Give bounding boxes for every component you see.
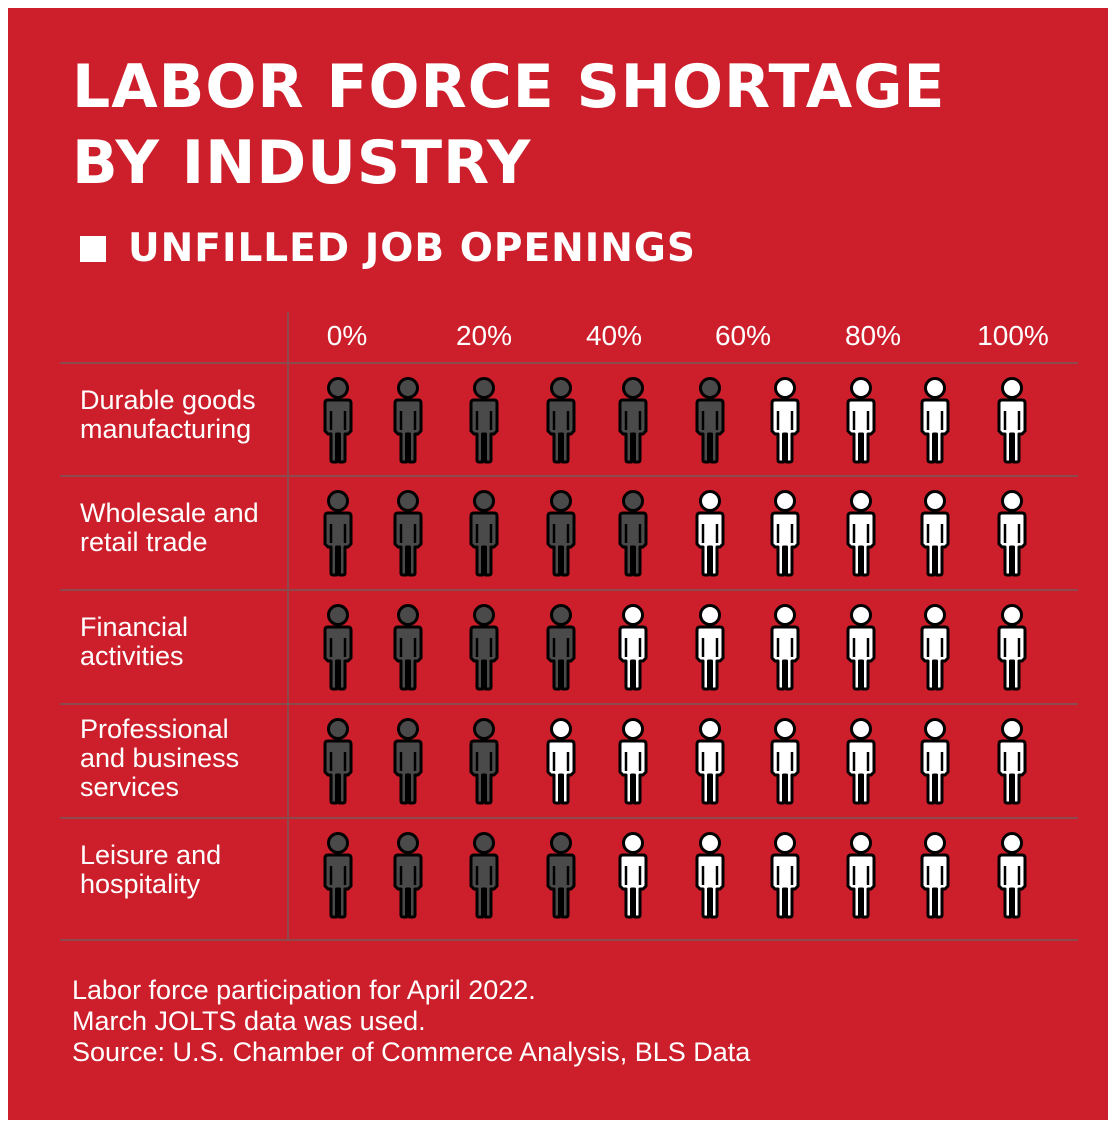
footnote-line: Source: U.S. Chamber of Commerce Analysi… xyxy=(72,1037,751,1067)
person-icon xyxy=(920,604,950,691)
person-icon xyxy=(695,832,725,919)
person-icon xyxy=(770,832,800,919)
footnote-line: Labor force participation for April 2022… xyxy=(72,975,536,1005)
person-icon xyxy=(323,490,353,577)
person-icon xyxy=(770,718,800,805)
x-tick-label: 20% xyxy=(456,320,512,351)
legend: UNFILLED JOB OPENINGS xyxy=(80,226,696,271)
category-label-line: and business xyxy=(80,743,239,773)
x-tick-label: 40% xyxy=(586,320,642,351)
category-label: Leisure and hospitality xyxy=(80,840,221,899)
category-label-line: Wholesale and xyxy=(80,498,259,528)
person-icon xyxy=(770,490,800,577)
person-icon xyxy=(920,377,950,464)
person-icon xyxy=(393,490,423,577)
person-icon xyxy=(546,718,576,805)
chart-title: LABOR FORCE SHORTAGE BY INDUSTRY xyxy=(72,50,945,201)
person-icon xyxy=(846,490,876,577)
person-icon xyxy=(393,604,423,691)
person-icon xyxy=(920,718,950,805)
person-icon xyxy=(920,832,950,919)
footnote: Labor force participation for April 2022… xyxy=(72,975,750,1068)
person-icon xyxy=(770,604,800,691)
footnote-line: March JOLTS data was used. xyxy=(72,1006,426,1036)
person-icon xyxy=(469,718,499,805)
person-icon xyxy=(546,832,576,919)
person-icon xyxy=(323,377,353,464)
category-row: Durable goods manufacturing xyxy=(80,377,1027,464)
category-row: Professional and business services xyxy=(80,714,1027,805)
category-label-line: activities xyxy=(80,641,184,671)
person-icon xyxy=(997,490,1027,577)
x-tick-label: 0% xyxy=(327,320,367,351)
person-icon xyxy=(469,604,499,691)
category-row: Financial activities xyxy=(80,604,1027,691)
person-icon xyxy=(846,377,876,464)
category-label-line: Durable goods xyxy=(80,385,256,415)
person-icon xyxy=(393,718,423,805)
person-icon xyxy=(323,604,353,691)
person-icon xyxy=(997,604,1027,691)
x-tick-label: 60% xyxy=(715,320,771,351)
legend-swatch xyxy=(80,235,106,262)
category-label-line: Financial xyxy=(80,612,188,642)
person-icon xyxy=(846,718,876,805)
person-icon xyxy=(997,832,1027,919)
person-icon xyxy=(695,377,725,464)
category-label-line: hospitality xyxy=(80,869,201,899)
person-icon xyxy=(469,377,499,464)
person-icon xyxy=(618,377,648,464)
person-icon xyxy=(469,832,499,919)
person-icon xyxy=(770,377,800,464)
person-icon xyxy=(695,490,725,577)
category-label-line: retail trade xyxy=(80,527,208,557)
person-icon xyxy=(323,832,353,919)
person-icon xyxy=(323,718,353,805)
person-icon xyxy=(546,490,576,577)
category-label-line: services xyxy=(80,772,179,802)
person-icon xyxy=(618,604,648,691)
category-label: Wholesale and retail trade xyxy=(80,498,259,557)
person-icon xyxy=(846,604,876,691)
person-icon xyxy=(546,604,576,691)
person-icon xyxy=(846,832,876,919)
person-icon xyxy=(469,490,499,577)
x-tick-label: 80% xyxy=(845,320,901,351)
category-label-line: manufacturing xyxy=(80,414,251,444)
person-icon xyxy=(618,832,648,919)
person-icon xyxy=(997,377,1027,464)
category-label-line: Professional xyxy=(80,714,229,744)
person-icon xyxy=(546,377,576,464)
person-icon xyxy=(695,604,725,691)
category-row: Leisure and hospitality xyxy=(80,832,1027,919)
category-label: Durable goods manufacturing xyxy=(80,385,256,444)
person-icon xyxy=(695,718,725,805)
category-label: Professional and business services xyxy=(80,714,239,802)
category-row: Wholesale and retail trade xyxy=(80,490,1027,577)
x-tick-label: 100% xyxy=(977,320,1049,351)
person-icon xyxy=(920,490,950,577)
person-icon xyxy=(997,718,1027,805)
category-label-line: Leisure and xyxy=(80,840,221,870)
person-icon xyxy=(393,377,423,464)
person-icon xyxy=(618,718,648,805)
legend-label: UNFILLED JOB OPENINGS xyxy=(128,226,696,271)
title-line: BY INDUSTRY xyxy=(72,127,532,198)
title-line: LABOR FORCE SHORTAGE xyxy=(72,52,946,122)
person-icon xyxy=(618,490,648,577)
category-label: Financial activities xyxy=(80,612,188,671)
person-icon xyxy=(393,832,423,919)
